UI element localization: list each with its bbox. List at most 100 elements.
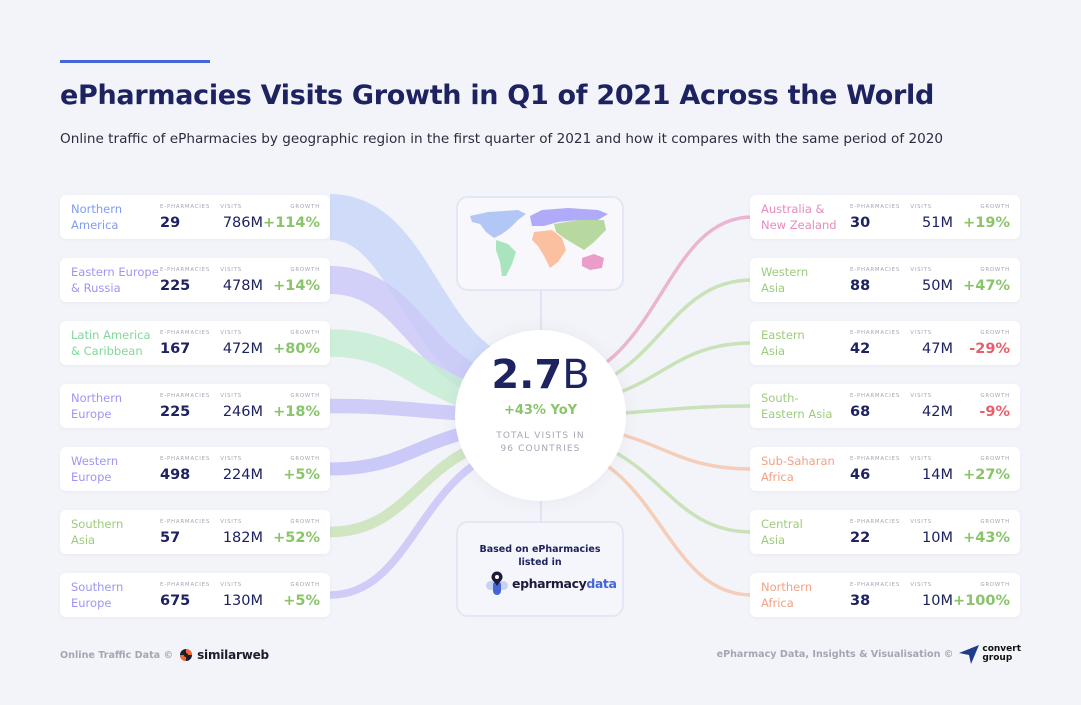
epharmacies-label: E-PHARMACIES <box>160 204 211 210</box>
region-name-line-1: Eastern <box>761 328 805 342</box>
growth-value: +52% <box>273 530 320 546</box>
region-name-line-2: Asia <box>71 533 96 547</box>
visits-label: VISITS <box>220 267 242 273</box>
epharmacies-value: 30 <box>850 215 871 231</box>
visits-value: 130M <box>222 593 263 609</box>
epharmacies-value: 225 <box>160 404 191 420</box>
region-name: Australia & New Zealand <box>761 201 851 233</box>
footer-left: Online Traffic Data © similarweb <box>60 648 269 662</box>
map-europe-russia <box>530 208 608 226</box>
growth-label: GROWTH <box>980 204 1010 210</box>
footer-right-text: ePharmacy Data, Insights & Visualisation… <box>716 648 954 660</box>
visits-label: VISITS <box>220 393 242 399</box>
growth-label: GROWTH <box>980 330 1010 336</box>
visits-label: VISITS <box>220 456 242 462</box>
region-name-line-1: Latin America <box>71 328 151 342</box>
visits-label: VISITS <box>910 582 932 588</box>
visits-label: VISITS <box>220 519 242 525</box>
epharmacies-value: 38 <box>850 593 871 609</box>
location-pin-icon <box>486 571 508 595</box>
growth-value: +100% <box>953 593 1010 609</box>
epharmacies-label: E-PHARMACIES <box>850 393 901 399</box>
epharmacies-label: E-PHARMACIES <box>850 582 901 588</box>
region-name-line-1: South- <box>761 391 799 405</box>
visits-label: VISITS <box>220 582 242 588</box>
region-card: Central Asia E-PHARMACIES VISITS GROWTH … <box>750 510 1020 554</box>
region-name: South- Eastern Asia <box>761 390 851 422</box>
visits-value: 472M <box>222 341 263 357</box>
region-name: Southern Asia <box>71 516 161 548</box>
region-name-line-2: Europe <box>71 470 112 484</box>
growth-value: +19% <box>963 215 1010 231</box>
visits-value: 246M <box>222 404 263 420</box>
region-name-line-2: Asia <box>761 281 786 295</box>
epharmacies-label: E-PHARMACIES <box>850 330 901 336</box>
epharmacies-value: 88 <box>850 278 871 294</box>
visits-value: 182M <box>222 530 263 546</box>
epharmacies-value: 68 <box>850 404 871 420</box>
map-africa <box>532 230 566 268</box>
growth-label: GROWTH <box>980 582 1010 588</box>
source-connector-line <box>540 500 542 522</box>
map-asia <box>554 220 606 250</box>
visits-value: 10M <box>922 530 953 546</box>
convertgroup-line-2: group <box>982 653 1013 663</box>
visits-value: 14M <box>922 467 953 483</box>
region-name: Northern Europe <box>71 390 161 422</box>
map-connector-line <box>540 291 542 331</box>
epharmacies-value: 29 <box>160 215 181 231</box>
region-name: Northern America <box>71 201 161 233</box>
total-visits-caption: TOTAL VISITS IN 96 COUNTRIES <box>485 430 596 456</box>
region-card: Western Asia E-PHARMACIES VISITS GROWTH … <box>750 258 1020 302</box>
logo-text-epharmacy: epharmacy <box>512 575 587 591</box>
region-name-line-1: Northern <box>71 391 123 405</box>
growth-value: -9% <box>979 404 1010 420</box>
region-card: Northern Africa E-PHARMACIES VISITS GROW… <box>750 573 1020 617</box>
source-text: Based on ePharmacies listed in <box>458 543 622 569</box>
epharmacies-label: E-PHARMACIES <box>850 456 901 462</box>
region-name-line-1: Sub-Saharan <box>761 454 835 468</box>
world-map-icon <box>470 208 608 276</box>
region-name-line-2: Asia <box>761 533 786 547</box>
epharmacies-value: 57 <box>160 530 181 546</box>
growth-value: +14% <box>273 278 320 294</box>
growth-label: GROWTH <box>980 519 1010 525</box>
region-name-line-2: Africa <box>761 470 794 484</box>
region-name: Sub-Saharan Africa <box>761 453 851 485</box>
growth-value: +47% <box>963 278 1010 294</box>
source-box: Based on ePharmacies listed in epharmacy… <box>456 521 624 617</box>
growth-value: +114% <box>263 215 320 231</box>
footer-left-text: Online Traffic Data © <box>60 649 174 661</box>
region-card: Western Europe E-PHARMACIES VISITS GROWT… <box>60 447 330 491</box>
total-visits-circle: 2.7B +43% YoY TOTAL VISITS IN 96 COUNTRI… <box>455 330 626 501</box>
similarweb-logo-icon <box>180 649 193 661</box>
region-name-line-2: Europe <box>71 596 112 610</box>
map-north-america <box>470 210 526 238</box>
visits-label: VISITS <box>910 519 932 525</box>
visits-label: VISITS <box>910 393 932 399</box>
region-name-line-2: Asia <box>761 344 786 358</box>
region-name-line-1: Northern <box>71 202 123 216</box>
region-card: South- Eastern Asia E-PHARMACIES VISITS … <box>750 384 1020 428</box>
epharmacies-label: E-PHARMACIES <box>160 456 211 462</box>
region-name-line-2: Europe <box>71 407 112 421</box>
region-name-line-2: New Zealand <box>761 218 837 232</box>
region-name-line-2: Africa <box>761 596 794 610</box>
growth-label: GROWTH <box>290 456 320 462</box>
visits-value: 10M <box>922 593 953 609</box>
epharmacies-label: E-PHARMACIES <box>160 267 211 273</box>
growth-label: GROWTH <box>290 393 320 399</box>
region-name-line-1: Western <box>761 265 809 279</box>
growth-label: GROWTH <box>980 456 1010 462</box>
epharmacies-label: E-PHARMACIES <box>160 519 211 525</box>
region-card: Eastern Europe & Russia E-PHARMACIES VIS… <box>60 258 330 302</box>
region-name-line-1: Southern <box>71 580 124 594</box>
growth-label: GROWTH <box>980 393 1010 399</box>
epharmacydata-logo: epharmacy data <box>486 571 617 595</box>
region-name-line-2: & Caribbean <box>71 344 143 358</box>
visits-value: 786M <box>222 215 263 231</box>
footer-right: ePharmacy Data, Insights & Visualisation… <box>717 643 1021 665</box>
epharmacies-label: E-PHARMACIES <box>160 393 211 399</box>
visits-value: 47M <box>922 341 953 357</box>
